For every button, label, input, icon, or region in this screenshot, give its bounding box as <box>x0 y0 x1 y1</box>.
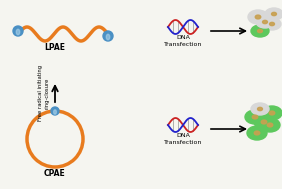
Ellipse shape <box>106 34 110 40</box>
Ellipse shape <box>265 8 282 20</box>
Ellipse shape <box>16 29 20 35</box>
Ellipse shape <box>245 110 265 124</box>
Ellipse shape <box>255 15 261 19</box>
Ellipse shape <box>261 120 267 124</box>
Ellipse shape <box>267 123 273 127</box>
Ellipse shape <box>263 20 267 24</box>
Ellipse shape <box>272 12 276 16</box>
Ellipse shape <box>251 25 269 37</box>
Ellipse shape <box>257 29 263 33</box>
Ellipse shape <box>248 10 268 24</box>
Circle shape <box>103 31 113 41</box>
Ellipse shape <box>251 103 269 115</box>
Text: DNA
Transfection: DNA Transfection <box>164 35 202 47</box>
Ellipse shape <box>270 22 274 26</box>
Ellipse shape <box>257 107 263 111</box>
Circle shape <box>13 26 23 36</box>
Ellipse shape <box>247 126 267 140</box>
Ellipse shape <box>269 111 275 115</box>
Ellipse shape <box>54 110 56 114</box>
Circle shape <box>51 107 59 115</box>
Text: CPAE: CPAE <box>44 170 66 178</box>
Ellipse shape <box>252 115 258 119</box>
Text: LPAE: LPAE <box>45 43 65 53</box>
Text: Free radical initiating
ring-closure: Free radical initiating ring-closure <box>38 65 50 121</box>
Ellipse shape <box>260 118 280 132</box>
Ellipse shape <box>262 106 282 120</box>
Text: DNA
Transfection: DNA Transfection <box>164 133 202 145</box>
Ellipse shape <box>263 18 281 30</box>
Ellipse shape <box>256 16 274 28</box>
Ellipse shape <box>254 115 274 129</box>
Ellipse shape <box>254 131 260 135</box>
